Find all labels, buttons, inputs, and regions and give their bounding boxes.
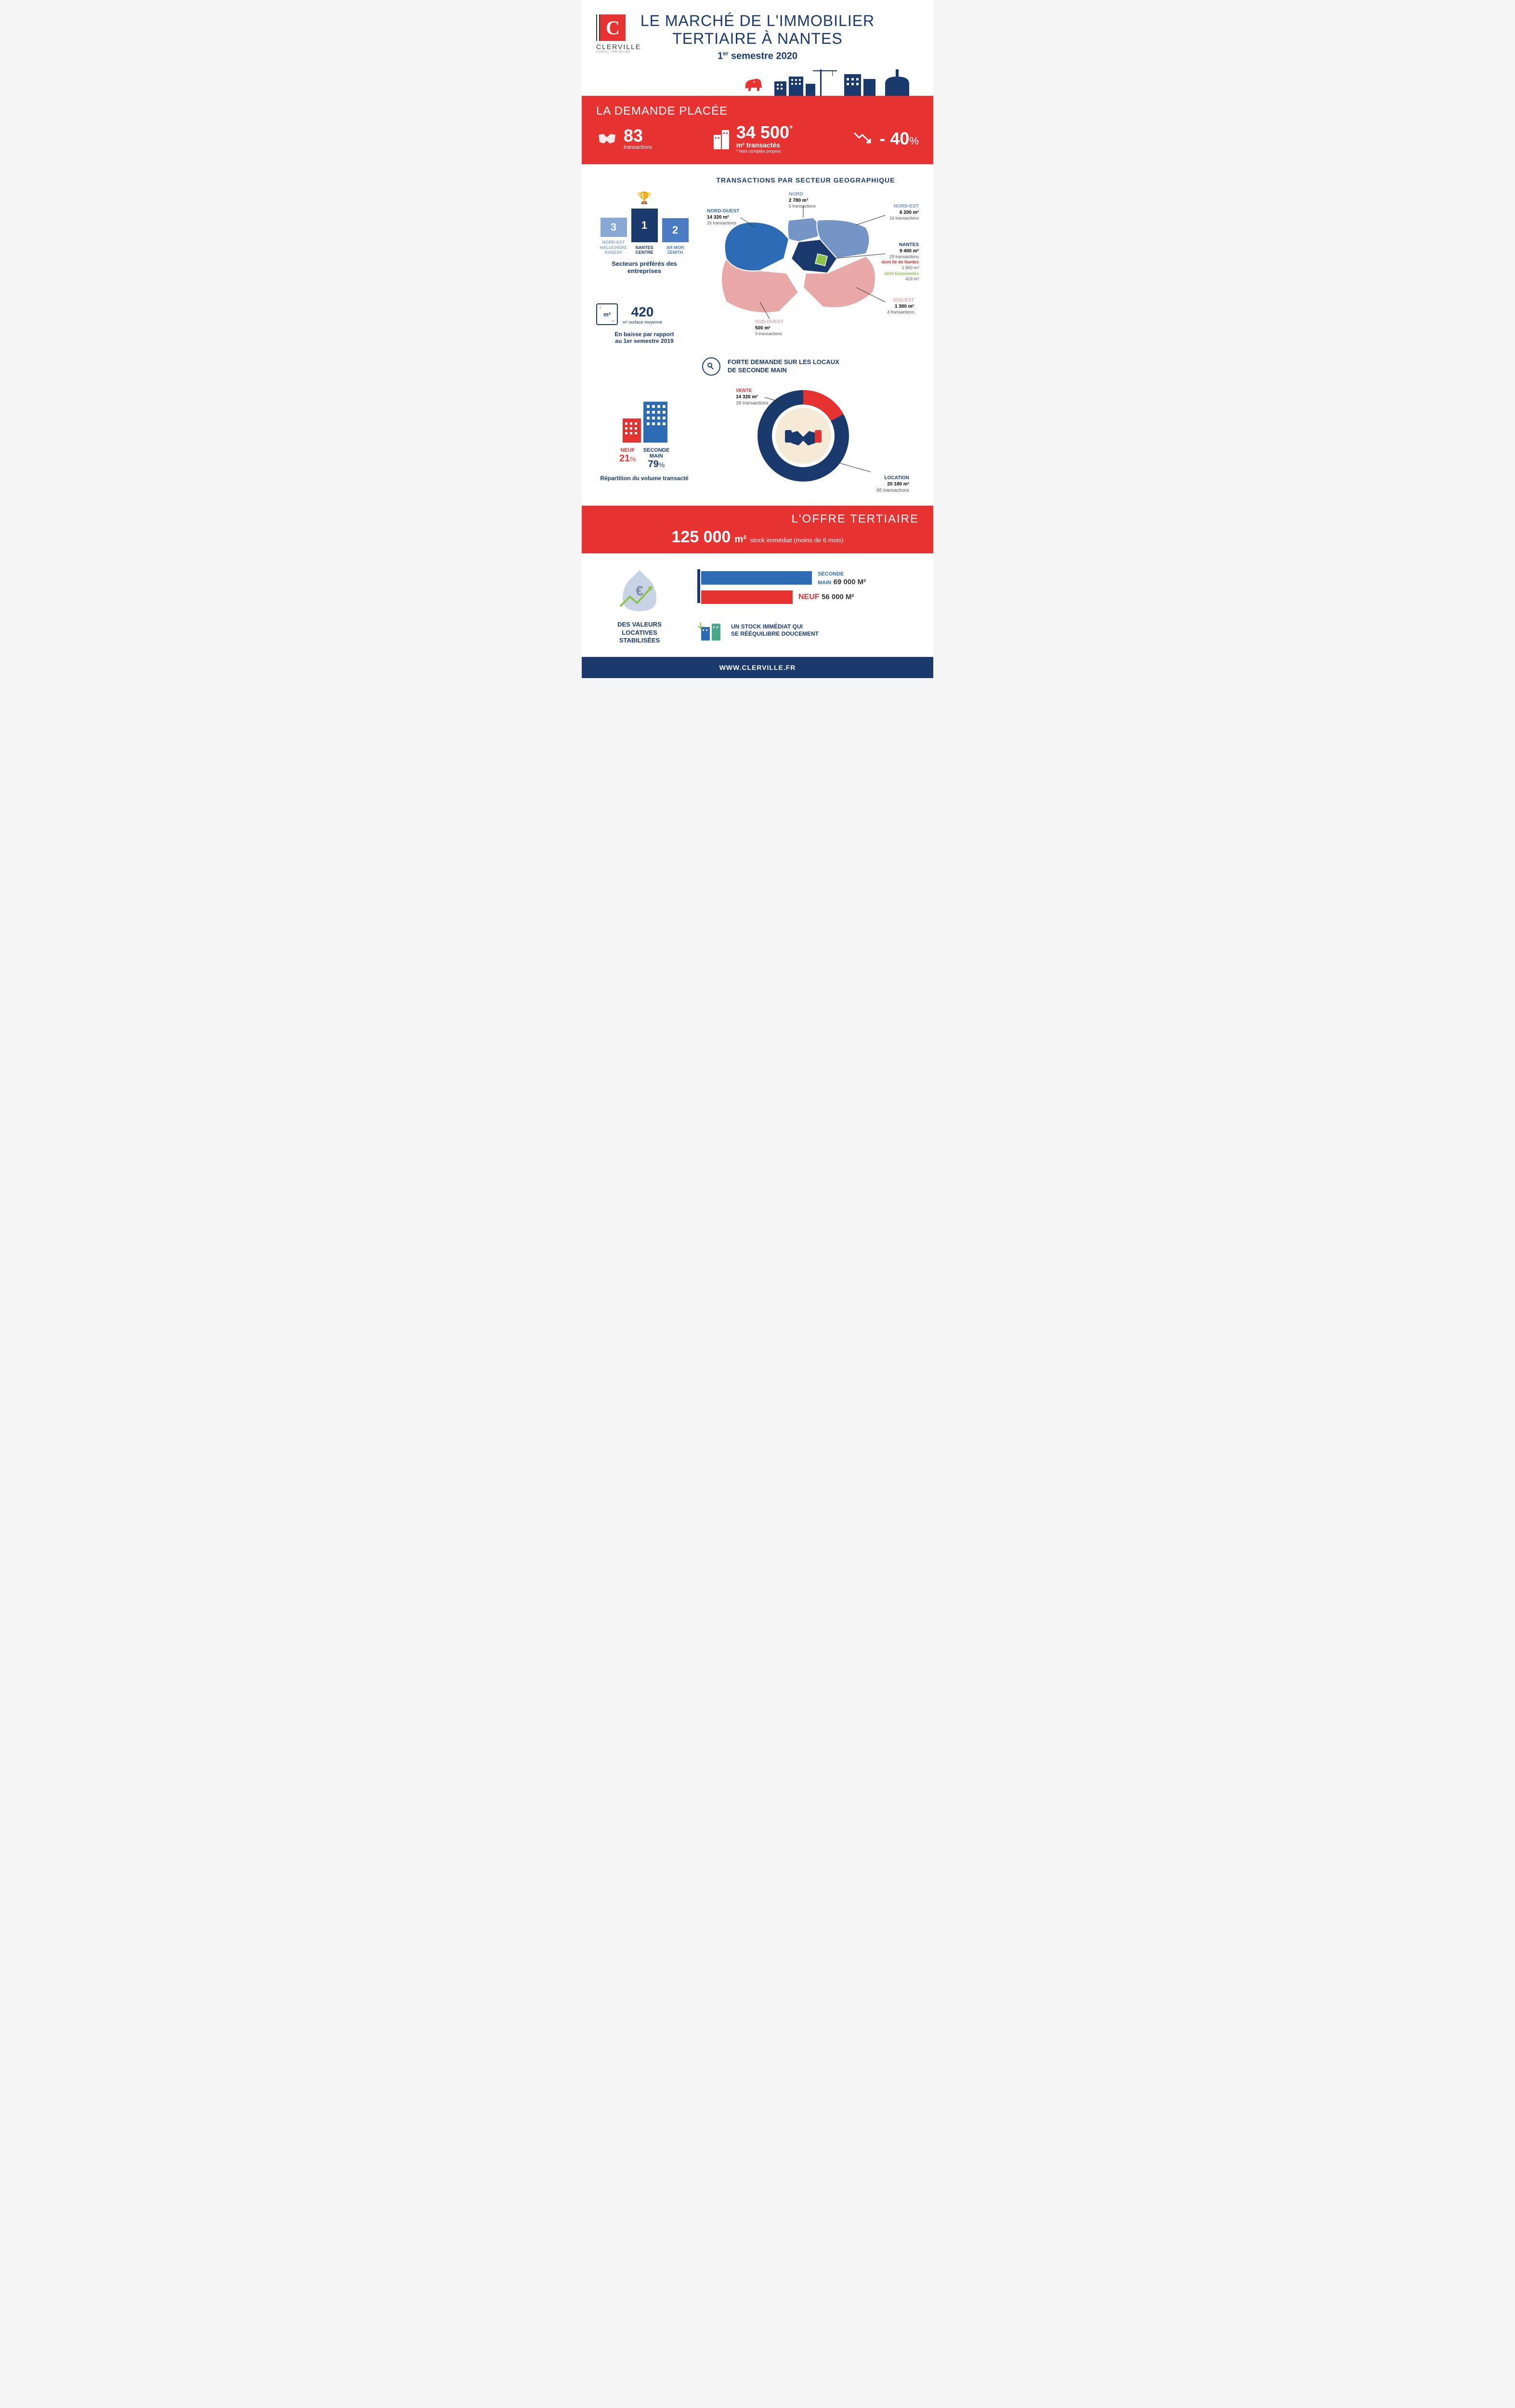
key-callout: FORTE DEMANDE SUR LES LOCAUXDE SECONDE M…: [702, 357, 919, 376]
label-nord-est: NORD-EST 6 200 m² 16 transactions: [889, 203, 919, 222]
stock-bars: SECONDEMAIN 69 000 M² NEUF 56 000 M²: [697, 569, 919, 608]
m2-icon: ↑ m² →: [596, 303, 618, 325]
handshake-icon: [596, 130, 618, 147]
buildings-arrow-icon: [697, 620, 724, 641]
logo-mark: C: [599, 14, 626, 41]
region-nord-ouest: [725, 222, 789, 271]
region-euronantes: [815, 254, 827, 266]
label-nantes: NANTES 9 400 m² 29 transactions dont Ile…: [881, 242, 919, 282]
surface-stat: ↑ m² → 420 m² surface moyenne: [596, 303, 692, 325]
m2-note: * hors comptes propres: [736, 149, 793, 154]
offre-value: 125 000: [672, 528, 731, 547]
podium-2: 2 AR MOR ZENITH: [661, 218, 690, 256]
logo-name: CLERVILLE: [596, 43, 640, 51]
donut-location: LOCATION 20 180 m² 65 transactions: [876, 475, 909, 494]
donut-vente: VENTE 14 320 m² 18 transactions: [736, 388, 769, 406]
stat-m2: 34 500* m² transactés * hors comptes pro…: [666, 124, 837, 154]
podium-3: 3 NORD-EST HALUCHÈRE RANZAY: [599, 218, 628, 255]
label-sud-ouest: SUD-OUEST 500 m² 3 transactions: [755, 319, 784, 337]
offre-sub: stock immédiat (moins de 6 mois): [750, 537, 844, 544]
trophy-icon: 🏆: [596, 191, 692, 205]
demande-band: LA DEMANDE PLACÉE 83 transactions 34 500…: [582, 96, 933, 164]
donut-chart: VENTE 14 320 m² 18 transactions LOCATION…: [712, 388, 919, 494]
transactions-value: 83: [624, 127, 652, 144]
header: C CLERVILLE CONSEIL IMMOBILIER LE MARCHÉ…: [582, 0, 933, 62]
moneybag-icon: €: [613, 565, 666, 618]
key-icon: [702, 357, 720, 376]
footer: WWW.CLERVILLE.FR: [582, 657, 933, 678]
demande-title: LA DEMANDE PLACÉE: [596, 105, 919, 118]
volume-section: NEUF 21% SECONDEMAIN 79% Répartition du …: [596, 399, 692, 482]
page-subtitle: 1er semestre 2020: [596, 50, 919, 62]
stat-transactions: 83 transactions: [596, 127, 652, 150]
stock-callout: UN STOCK IMMÉDIAT QUISE RÉÉQUILIBRE DOUC…: [697, 620, 919, 641]
region-nord: [788, 218, 820, 242]
skyline-decoration: [582, 62, 933, 96]
logo: C CLERVILLE CONSEIL IMMOBILIER: [596, 14, 640, 53]
offre-right: SECONDEMAIN 69 000 M² NEUF 56 000 M²: [697, 565, 919, 645]
transactions-label: transactions: [624, 144, 652, 150]
offre-band: L'OFFRE TERTIAIRE 125 000 m² stock imméd…: [582, 506, 933, 553]
label-nord-ouest: NORD-OUEST 14 320 m² 26 transactions: [707, 208, 739, 226]
change-value: - 40: [879, 129, 909, 148]
surface-value: 420: [623, 304, 662, 320]
logo-tagline: CONSEIL IMMOBILIER: [596, 51, 640, 53]
surface-caption: En baisse par rapportau 1er semestre 201…: [596, 331, 692, 344]
trend-down-icon: [852, 129, 874, 148]
volume-caption: Répartition du volume transacté: [596, 475, 692, 482]
geo-map: NORD 2 780 m² 5 transactions NORD-OUEST …: [702, 191, 919, 345]
podium-section: 🏆 3 NORD-EST HALUCHÈRE RANZAY 1 NANTES C…: [596, 191, 692, 345]
label-nord: NORD 2 780 m² 5 transactions: [789, 191, 816, 209]
podium-1: 1 NANTES CENTRE: [630, 209, 659, 256]
bar-seconde-main: SECONDEMAIN 69 000 M²: [701, 569, 919, 587]
geo-title: TRANSACTIONS PAR SECTEUR GEOGRAPHIQUE: [692, 176, 919, 184]
volume-seconde-main: SECONDEMAIN 79%: [643, 447, 669, 470]
stat-change: - 40%: [852, 129, 919, 148]
offre-left: € DES VALEURS LOCATIVES STABILISÉES: [596, 565, 683, 645]
volume-neuf: NEUF 21%: [619, 447, 636, 470]
label-sud-est: SUD-EST 1 300 m² 4 transactions: [887, 297, 914, 315]
offre-title: L'OFFRE TERTIAIRE: [596, 512, 919, 526]
page-title-l2: TERTIAIRE À NANTES: [596, 30, 919, 48]
surface-unit: m² surface moyenne: [623, 320, 662, 325]
bar-neuf: NEUF 56 000 M²: [701, 590, 919, 604]
m2-unit: m² transactés: [736, 141, 793, 149]
m2-value: 34 500: [736, 122, 789, 142]
podium-caption: Secteurs préférés des entreprises: [596, 260, 692, 275]
building-icon: [711, 128, 731, 149]
page-title-l1: LE MARCHÉ DE L'IMMOBILIER: [596, 12, 919, 30]
